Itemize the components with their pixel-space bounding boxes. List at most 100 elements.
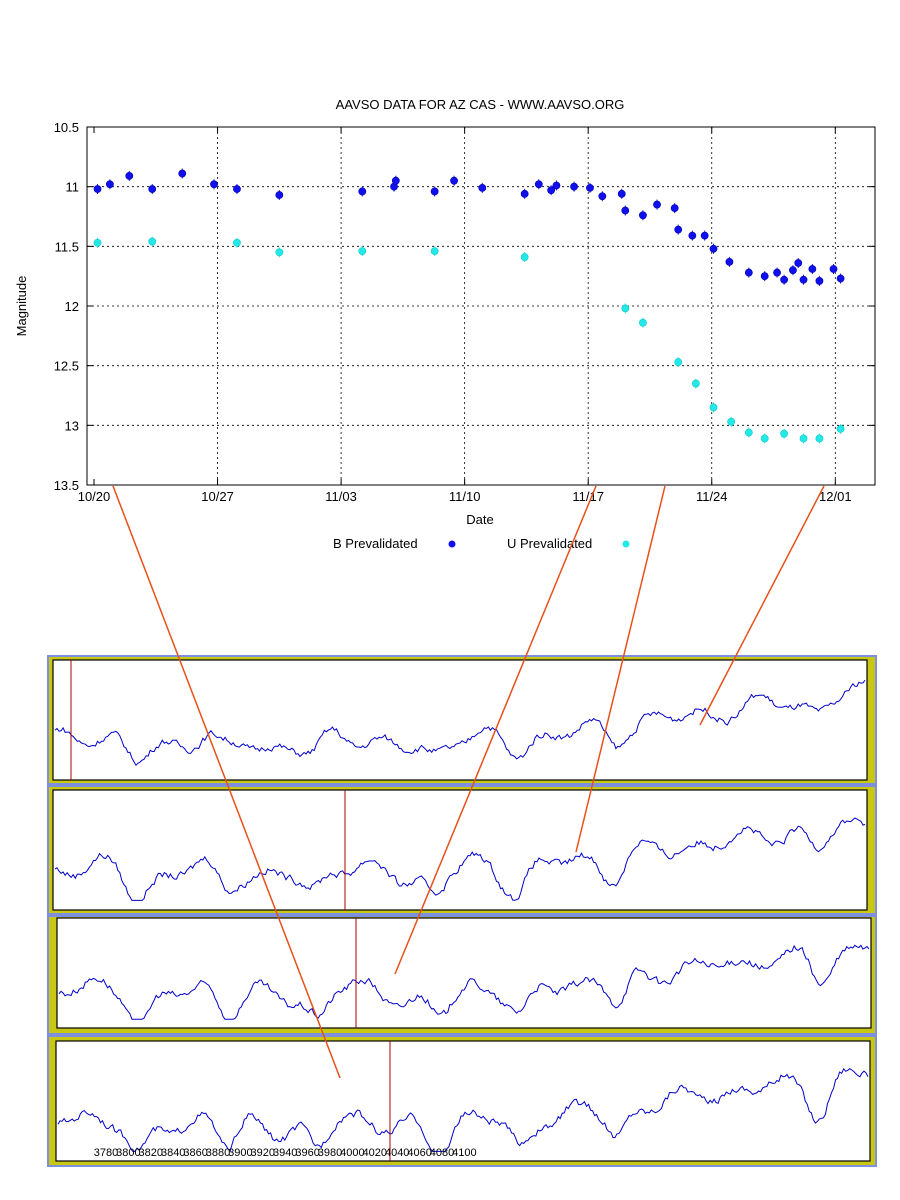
y-tick-label: 13.5 bbox=[54, 478, 79, 493]
bottom-x-tick-label: 3940 bbox=[273, 1147, 297, 1159]
bottom-x-tick-label: 4100 bbox=[452, 1147, 476, 1159]
bottom-x-tick-label: 3800 bbox=[116, 1147, 140, 1159]
bottom-x-tick-label: 3920 bbox=[251, 1147, 275, 1159]
top-plot-frame bbox=[86, 126, 876, 486]
panel-plot-area bbox=[55, 1040, 871, 1162]
b-point bbox=[552, 181, 561, 190]
u-point bbox=[233, 238, 241, 247]
u-point bbox=[691, 379, 700, 388]
b-point bbox=[233, 185, 241, 193]
b-point bbox=[621, 206, 630, 215]
b-point bbox=[148, 185, 157, 193]
b-point bbox=[653, 200, 661, 209]
panel-trace bbox=[58, 944, 870, 1020]
u-point bbox=[639, 318, 647, 327]
b-point bbox=[391, 176, 400, 185]
b-point bbox=[570, 182, 578, 191]
bottom-x-tick-label: 3860 bbox=[183, 1147, 207, 1159]
b-point bbox=[520, 189, 529, 198]
b-point bbox=[674, 225, 683, 234]
panel-plot-area bbox=[56, 917, 872, 1029]
b-point bbox=[688, 231, 697, 240]
u-point bbox=[93, 238, 102, 247]
b-point bbox=[670, 204, 679, 213]
u-point bbox=[780, 429, 789, 438]
bottom-x-ticks: 3780380038203840386038803900392039403960… bbox=[94, 1147, 477, 1159]
u-point bbox=[836, 425, 845, 433]
x-tick-label: 11/24 bbox=[696, 489, 728, 504]
bottom-x-tick-label: 3880 bbox=[206, 1147, 230, 1159]
legend-marker-u bbox=[622, 540, 630, 548]
x-axis-title: Date bbox=[466, 512, 493, 527]
top-points bbox=[93, 168, 845, 444]
legend-label-u: U Prevalidated bbox=[507, 536, 592, 551]
u-point bbox=[799, 434, 808, 443]
b-point bbox=[709, 244, 718, 253]
b-point bbox=[808, 265, 817, 273]
b-point bbox=[598, 192, 607, 201]
u-point bbox=[815, 434, 824, 443]
legend: B Prevalidated U Prevalidated bbox=[333, 536, 630, 551]
bottom-x-tick-label: 3840 bbox=[161, 1147, 185, 1159]
y-axis-title: Magnitude bbox=[14, 276, 29, 337]
b-point bbox=[617, 189, 626, 198]
u-point bbox=[621, 304, 630, 313]
panel-plot-area bbox=[52, 789, 868, 911]
bottom-x-tick-label: 4080 bbox=[430, 1147, 454, 1159]
top-grid bbox=[87, 127, 875, 485]
x-tick-label: 11/17 bbox=[572, 489, 604, 504]
b-point bbox=[794, 259, 803, 267]
b-point bbox=[586, 183, 594, 192]
bottom-x-tick-label: 4000 bbox=[340, 1147, 364, 1159]
y-tick-label: 12.5 bbox=[54, 359, 79, 374]
b-point bbox=[105, 180, 114, 189]
b-point bbox=[799, 275, 808, 284]
legend-label-b: B Prevalidated bbox=[333, 536, 418, 551]
x-tick-label: 11/10 bbox=[449, 489, 481, 504]
u-point bbox=[674, 358, 683, 366]
u-point bbox=[760, 434, 769, 443]
b-point bbox=[780, 275, 789, 284]
b-point bbox=[178, 169, 187, 178]
u-point bbox=[709, 403, 718, 412]
u-point bbox=[275, 248, 284, 257]
b-point bbox=[815, 277, 824, 285]
b-point bbox=[829, 265, 838, 273]
u-point bbox=[744, 428, 753, 437]
b-point bbox=[358, 187, 367, 196]
u-point bbox=[727, 417, 736, 426]
b-point bbox=[125, 172, 134, 180]
b-point bbox=[639, 211, 647, 220]
panel-trace bbox=[57, 1067, 869, 1153]
panel-plot-area bbox=[52, 659, 868, 781]
bottom-x-tick-label: 3780 bbox=[94, 1147, 118, 1159]
u-point bbox=[430, 247, 439, 256]
connector-line bbox=[394, 485, 597, 975]
x-tick-label: 12/01 bbox=[819, 489, 852, 504]
comparison-panels bbox=[47, 655, 877, 1167]
bottom-x-tick-label: 3960 bbox=[295, 1147, 319, 1159]
b-point bbox=[700, 231, 709, 240]
y-tick-label: 11 bbox=[66, 180, 80, 195]
b-point bbox=[744, 268, 753, 277]
b-point bbox=[478, 183, 487, 192]
b-point bbox=[450, 176, 458, 185]
b-point bbox=[534, 180, 543, 189]
connector-line bbox=[112, 485, 341, 1079]
x-tick-label: 10/20 bbox=[78, 489, 111, 504]
panel-trace bbox=[54, 817, 866, 901]
bottom-x-tick-label: 3900 bbox=[228, 1147, 252, 1159]
top-ticks: 10.5 11 11.5 12 12.5 13 13.510/20 10/27 11/03 11/… bbox=[54, 120, 875, 504]
connector-lines bbox=[112, 485, 825, 1079]
u-point bbox=[358, 247, 367, 256]
bottom-x-tick-label: 3820 bbox=[139, 1147, 163, 1159]
connector-line bbox=[575, 485, 666, 853]
bottom-x-tick-label: 4060 bbox=[407, 1147, 431, 1159]
panel-trace bbox=[54, 679, 866, 767]
y-tick-label: 13 bbox=[65, 418, 79, 433]
x-tick-label: 10/27 bbox=[201, 489, 234, 504]
b-point bbox=[210, 180, 218, 189]
y-tick-label: 12 bbox=[65, 299, 79, 314]
b-point bbox=[760, 272, 769, 281]
